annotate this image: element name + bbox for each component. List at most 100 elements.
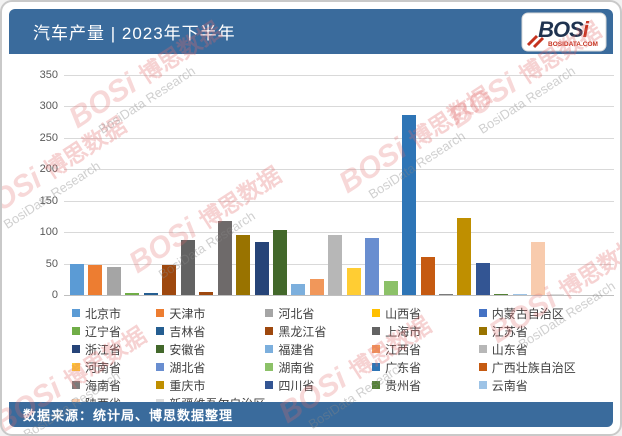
bar-福建省 <box>291 284 306 295</box>
legend-label: 四川省 <box>278 378 315 393</box>
legend-swatch-icon <box>72 327 80 335</box>
bar-湖南省 <box>383 281 398 295</box>
legend-label: 云南省 <box>491 378 528 393</box>
legend-label: 山东省 <box>491 342 528 357</box>
legend-item: 山东省 <box>478 342 612 357</box>
legend-swatch-icon <box>265 309 274 317</box>
legend: 北京市 天津市 河北省 山西省 内蒙古自治区 辽宁省 吉林省 黑龙江省 上海市 江苏省 浙江省 安徽省… <box>72 306 612 411</box>
legend-label: 浙江省 <box>85 342 122 357</box>
y-tick-label: 250 <box>39 131 58 144</box>
legend-item: 浙江省 <box>72 342 156 357</box>
logo-domain-text: BOSIDATA.COM <box>548 41 598 48</box>
legend-swatch-icon <box>265 327 274 335</box>
legend-label: 吉林省 <box>169 324 206 339</box>
legend-swatch-icon <box>372 327 381 335</box>
legend-item: 天津市 <box>156 306 265 321</box>
bar-浙江省 <box>254 241 269 295</box>
legend-label: 广东省 <box>385 360 422 375</box>
y-tick-label: 100 <box>39 226 58 239</box>
legend-swatch-icon <box>478 345 487 353</box>
legend-label: 山西省 <box>385 306 422 321</box>
legend-item: 湖北省 <box>156 360 265 375</box>
bar-广东省 <box>402 114 417 295</box>
legend-label: 海南省 <box>85 378 122 393</box>
legend-item: 福建省 <box>265 342 372 357</box>
bar-辽宁省 <box>162 264 177 295</box>
legend-swatch-icon <box>156 327 165 335</box>
bar-广西壮族自治区 <box>420 257 435 295</box>
legend-swatch-icon <box>265 345 274 353</box>
bar-陕西省 <box>531 242 546 295</box>
legend-item: 云南省 <box>478 378 612 393</box>
legend-item: 河南省 <box>72 360 156 375</box>
y-tick-label: 150 <box>39 194 58 207</box>
chart-title: 汽车产量 | 2023年下半年 <box>33 24 236 43</box>
bar-吉林省 <box>180 240 195 295</box>
legend-item: 山西省 <box>372 306 479 321</box>
gridline <box>64 106 614 108</box>
bar-江苏省 <box>236 234 251 295</box>
bar-内蒙古自治区 <box>143 293 158 295</box>
legend-swatch-icon <box>265 363 274 371</box>
source-bar: 数据来源：统计局、博思数据整理 <box>9 402 613 427</box>
legend-item: 江西省 <box>372 342 479 357</box>
legend-label: 黑龙江省 <box>278 324 327 339</box>
legend-swatch-icon <box>478 309 487 317</box>
bar-新疆维吾尔自治区 <box>549 293 564 295</box>
y-tick-label: 350 <box>39 69 58 81</box>
legend-item: 湖南省 <box>265 360 372 375</box>
legend-swatch-icon <box>72 345 80 353</box>
gridline <box>64 169 614 171</box>
legend-item: 内蒙古自治区 <box>478 306 612 321</box>
legend-label: 上海市 <box>385 324 422 339</box>
legend-item: 重庆市 <box>156 378 265 393</box>
bar-河北省 <box>106 267 121 295</box>
legend-label: 江西省 <box>385 342 422 357</box>
y-tick-label: 0 <box>51 289 58 301</box>
plot-area: 0 50 100 150 200 250 300 350 <box>2 69 620 301</box>
legend-item: 贵州省 <box>372 378 479 393</box>
y-tick-label: 50 <box>45 257 58 270</box>
bar-安徽省 <box>272 229 287 295</box>
source-text: 数据来源：统计局、博思数据整理 <box>23 408 234 423</box>
legend-label: 重庆市 <box>169 378 206 393</box>
legend-label: 辽宁省 <box>85 324 122 339</box>
x-axis-baseline <box>64 295 614 296</box>
gridline <box>64 232 614 234</box>
legend-item: 黑龙江省 <box>265 324 372 339</box>
bar-贵州省 <box>494 293 509 295</box>
bosi-logo: BOSi BOSIDATA.COM <box>521 12 607 57</box>
legend-label: 安徽省 <box>169 342 206 357</box>
gridline <box>64 200 614 202</box>
logo-brand-text: BOSi <box>538 17 590 42</box>
legend-swatch-icon <box>478 381 487 389</box>
legend-swatch-icon <box>72 309 80 317</box>
bar-北京市 <box>70 263 84 295</box>
legend-swatch-icon <box>72 363 80 371</box>
legend-label: 内蒙古自治区 <box>491 306 564 321</box>
legend-swatch-icon <box>372 309 381 317</box>
legend-swatch-icon <box>156 363 165 371</box>
legend-item: 广西壮族自治区 <box>478 360 612 375</box>
legend-item: 上海市 <box>372 324 479 339</box>
legend-swatch-icon <box>156 381 165 389</box>
legend-label: 河南省 <box>85 360 122 375</box>
legend-label: 天津市 <box>169 306 206 321</box>
legend-swatch-icon <box>156 309 165 317</box>
bar-上海市 <box>217 221 232 295</box>
legend-item: 吉林省 <box>156 324 265 339</box>
legend-label: 广西壮族自治区 <box>491 360 576 375</box>
legend-swatch-icon <box>478 363 487 371</box>
legend-swatch-icon <box>372 363 381 371</box>
legend-label: 福建省 <box>278 342 315 357</box>
legend-swatch-icon <box>372 345 381 353</box>
legend-swatch-icon <box>156 345 165 353</box>
legend-item: 河北省 <box>265 306 372 321</box>
bar-天津市 <box>88 265 103 295</box>
logo-stripe-icon <box>532 36 545 49</box>
bar-云南省 <box>512 293 527 295</box>
gridline <box>64 75 614 76</box>
bar-江西省 <box>309 278 324 295</box>
legend-label: 湖北省 <box>169 360 206 375</box>
logo-stripe-icon <box>526 34 539 47</box>
